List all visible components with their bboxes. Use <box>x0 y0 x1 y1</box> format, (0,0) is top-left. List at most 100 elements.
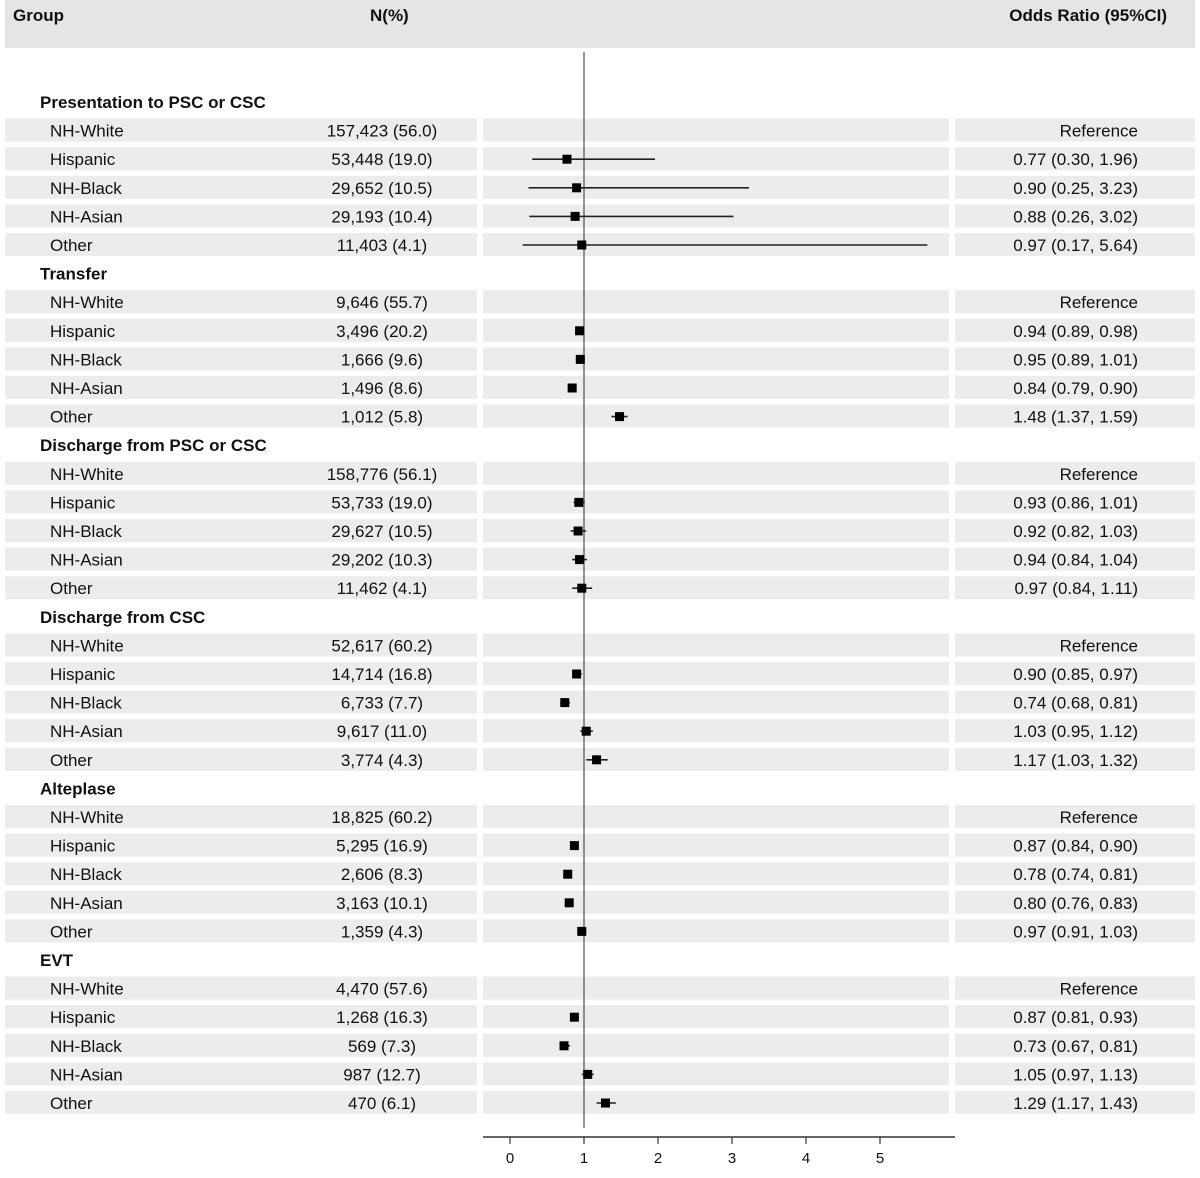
x-axis-tick-label: 3 <box>728 1150 736 1167</box>
point-estimate <box>592 755 602 765</box>
row-stripe-plot <box>483 147 949 171</box>
row-odds-ratio: 0.80 (0.76, 0.83) <box>1013 894 1138 913</box>
row-stripe-plot <box>483 519 949 542</box>
row-stripe-left <box>5 862 477 886</box>
row-n: 157,423 (56.0) <box>327 122 438 141</box>
row-label: NH-Black <box>50 350 122 369</box>
row-n: 1,359 (4.3) <box>341 922 423 941</box>
row-odds-ratio: 1.17 (1.03, 1.32) <box>1013 751 1138 770</box>
row-label: NH-Asian <box>50 1065 123 1084</box>
row-n: 18,825 (60.2) <box>331 808 432 827</box>
row-stripe-left <box>5 318 477 342</box>
row-stripe-right <box>955 376 1195 399</box>
point-estimate <box>577 240 587 250</box>
row-stripe-right <box>955 118 1195 142</box>
row-odds-ratio: 0.77 (0.30, 1.96) <box>1013 150 1138 169</box>
row-stripe-left <box>5 576 477 600</box>
x-axis-tick-label: 2 <box>654 1150 662 1167</box>
row-label: NH-Black <box>50 522 122 541</box>
row-odds-ratio: 0.74 (0.68, 0.81) <box>1013 694 1138 713</box>
row-stripe-left <box>5 376 477 399</box>
row-label: NH-Black <box>50 865 122 884</box>
row-stripe-right <box>955 833 1195 857</box>
row-stripe-right <box>955 318 1195 342</box>
row-odds-ratio: 1.48 (1.37, 1.59) <box>1013 408 1138 427</box>
row-label: NH-Asian <box>50 551 123 570</box>
row-stripe-plot <box>483 1091 949 1114</box>
row-label: Other <box>50 751 93 770</box>
row-odds-ratio: Reference <box>1060 980 1138 999</box>
point-estimate <box>569 841 579 851</box>
row-stripe-right <box>955 1005 1195 1029</box>
row-n: 987 (12.7) <box>343 1065 421 1084</box>
row-odds-ratio: 0.93 (0.86, 1.01) <box>1013 493 1138 512</box>
row-stripe-right <box>955 1062 1195 1086</box>
row-label: NH-White <box>50 122 124 141</box>
row-odds-ratio: 0.94 (0.84, 1.04) <box>1013 551 1138 570</box>
point-estimate <box>562 154 572 164</box>
header-odds-ratio: Odds Ratio (95%CI) <box>1009 6 1167 25</box>
header-group: Group <box>13 6 64 25</box>
row-stripe-plot <box>483 404 949 428</box>
row-label: NH-White <box>50 465 124 484</box>
row-odds-ratio: 0.92 (0.82, 1.03) <box>1013 522 1138 541</box>
point-estimate <box>615 412 625 422</box>
row-odds-ratio: 0.88 (0.26, 3.02) <box>1013 207 1138 226</box>
row-stripe-plot <box>483 690 949 714</box>
row-odds-ratio: 0.97 (0.84, 1.11) <box>1015 579 1139 598</box>
row-odds-ratio: Reference <box>1060 465 1138 484</box>
row-label: NH-Asian <box>50 722 123 741</box>
row-stripe-plot <box>483 719 949 743</box>
row-n: 53,733 (19.0) <box>331 493 432 512</box>
row-odds-ratio: 1.03 (0.95, 1.12) <box>1013 722 1138 741</box>
point-estimate <box>563 869 573 879</box>
row-stripe-right <box>955 1033 1195 1057</box>
row-stripe-right <box>955 862 1195 886</box>
table-header: Group N(%) Odds Ratio (95%CI) <box>5 0 1195 48</box>
row-stripe-left <box>5 147 477 171</box>
row-odds-ratio: 0.95 (0.89, 1.01) <box>1013 350 1138 369</box>
row-stripe-right <box>955 519 1195 542</box>
point-estimate <box>567 383 577 393</box>
x-axis-tick-label: 0 <box>506 1150 514 1167</box>
row-stripe-left <box>5 690 477 714</box>
row-n: 569 (7.3) <box>348 1037 416 1056</box>
row-n: 5,295 (16.9) <box>336 837 428 856</box>
row-n: 2,606 (8.3) <box>341 865 423 884</box>
row-odds-ratio: 0.87 (0.84, 0.90) <box>1013 837 1138 856</box>
row-n: 29,193 (10.4) <box>331 207 432 226</box>
group-title: Discharge from CSC <box>40 608 205 627</box>
row-stripe-left <box>5 290 477 314</box>
row-stripe-plot <box>483 890 949 914</box>
row-n: 9,646 (55.7) <box>336 293 428 312</box>
point-estimate <box>574 497 584 507</box>
row-stripe-right <box>955 547 1195 571</box>
row-stripe-right <box>955 976 1195 1000</box>
row-n: 3,774 (4.3) <box>341 751 423 770</box>
row-label: Hispanic <box>50 837 116 856</box>
point-estimate <box>570 211 580 221</box>
point-estimate <box>600 1098 610 1108</box>
row-stripe-left <box>5 118 477 142</box>
row-odds-ratio: 0.94 (0.89, 0.98) <box>1013 322 1138 341</box>
point-estimate <box>572 669 582 679</box>
row-n: 14,714 (16.8) <box>331 665 432 684</box>
row-n: 1,666 (9.6) <box>341 350 423 369</box>
row-n: 6,733 (7.7) <box>341 694 423 713</box>
row-stripe-left <box>5 833 477 857</box>
row-n: 1,268 (16.3) <box>336 1008 428 1027</box>
row-stripe-plot <box>483 376 949 399</box>
row-label: Other <box>50 1094 93 1113</box>
row-stripe-left <box>5 805 477 828</box>
row-stripe-plot <box>483 290 949 314</box>
row-stripe-left <box>5 204 477 228</box>
row-odds-ratio: 0.90 (0.85, 0.97) <box>1013 665 1138 684</box>
row-n: 158,776 (56.1) <box>327 465 438 484</box>
row-stripe-plot <box>483 547 949 571</box>
row-stripe-plot <box>483 347 949 371</box>
row-stripe-plot <box>483 1033 949 1057</box>
row-label: NH-Asian <box>50 379 123 398</box>
row-label: Other <box>50 236 93 255</box>
row-stripe-plot <box>483 318 949 342</box>
row-stripe-right <box>955 204 1195 228</box>
